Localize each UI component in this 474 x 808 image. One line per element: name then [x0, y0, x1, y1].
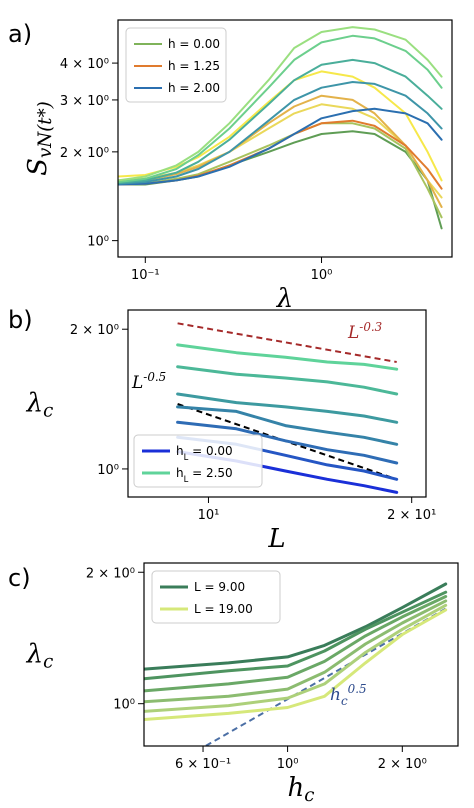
series-line-4: [176, 405, 399, 446]
series-line-3: [144, 595, 448, 693]
annotation-1: hc0.5: [330, 682, 367, 708]
legend-label: h = 1.25: [168, 59, 220, 73]
y-tick-label: 10⁰: [113, 698, 135, 713]
x-tick-label: 10⁰: [311, 268, 333, 283]
legend: hL = 0.00 hL = 2.50: [133, 434, 263, 488]
axes-frame: [143, 562, 459, 747]
series-line-4: [144, 599, 448, 704]
series-line-5: [144, 603, 448, 713]
legend-label: L = 9.00: [194, 580, 245, 594]
x-axis-label: hc: [288, 773, 315, 806]
series-line-9: [118, 58, 443, 184]
series-line-1: [144, 582, 448, 671]
legend: L = 9.00 L = 19.00: [151, 570, 281, 624]
x-tick-label: 2 × 10¹: [387, 508, 436, 523]
legend-label: L = 19.00: [194, 602, 253, 616]
legend: h = 0.00 h = 1.25 h = 2.00: [125, 27, 227, 103]
x-tick-label: 10¹: [198, 508, 220, 523]
y-tick-label: 2 × 10⁰: [60, 146, 109, 161]
y-tick-label: 3 × 10⁰: [60, 94, 109, 109]
y-axis-label: λc: [26, 640, 54, 673]
legend-label: hL = 2.50: [176, 466, 233, 484]
annotation-1: L-0.3: [347, 320, 382, 343]
x-tick-label: 10⁰: [277, 757, 299, 772]
series-line-5: [176, 420, 399, 465]
legend-label: h = 0.00: [168, 37, 220, 51]
panel-label: c): [8, 564, 31, 592]
series-line-11: [118, 26, 443, 182]
y-tick-label: 10⁰: [87, 235, 109, 250]
annotation-2: L-0.5: [131, 370, 166, 393]
series-line-3: [118, 103, 443, 199]
y-tick-label: 10⁰: [97, 463, 119, 478]
y-tick-label: 4 × 10⁰: [60, 57, 109, 72]
plot-area: [118, 26, 443, 230]
y-axis-label: λc: [26, 389, 54, 422]
series-line-1: [176, 343, 399, 371]
series-line-2: [144, 590, 448, 681]
x-axis-label: λ: [276, 284, 293, 314]
y-axis-label: SvN(t*): [23, 101, 56, 176]
series-line-8: [118, 81, 443, 185]
x-axis-label: L: [267, 524, 285, 554]
legend-label: hL = 0.00: [176, 444, 233, 462]
series-line-7: [118, 107, 443, 186]
guide-line-1: [177, 322, 397, 363]
series-line-6: [144, 608, 448, 721]
series-line-10: [118, 34, 443, 183]
axes-frame: [127, 309, 427, 498]
chart-panel-3: c) 6 × 10⁻¹ 10⁰ 2 × 10⁰ 10⁰ 2 × 10⁰ hc λc L = 9.…: [8, 562, 459, 806]
x-tick-label: 10⁻¹: [131, 268, 160, 283]
series-line-2: [176, 365, 399, 396]
panel-label: b): [8, 306, 33, 334]
y-tick-label: 2 × 10⁰: [70, 323, 119, 338]
plot-area: [144, 582, 448, 746]
legend-box: [125, 27, 227, 103]
x-tick-label: 6 × 10⁻¹: [175, 757, 231, 772]
legend-label: h = 2.00: [168, 81, 220, 95]
series-line-3: [176, 392, 399, 424]
chart-panel-2: b) 10¹ 2 × 10¹ 10⁰ 2 × 10⁰ Lλc hL = 0.00 hL = 2…: [8, 306, 436, 554]
x-tick-label: 2 × 10⁰: [378, 757, 427, 772]
panel-label: a): [8, 20, 32, 48]
y-tick-label: 2 × 10⁰: [86, 566, 135, 581]
chart-panel-1: a) 10⁻¹ 10⁰ 10⁰ 2 × 10⁰ 3 × 10⁰ 4 × 10⁰ λ SvN(t*…: [8, 19, 453, 314]
axes-frame: [117, 19, 453, 258]
